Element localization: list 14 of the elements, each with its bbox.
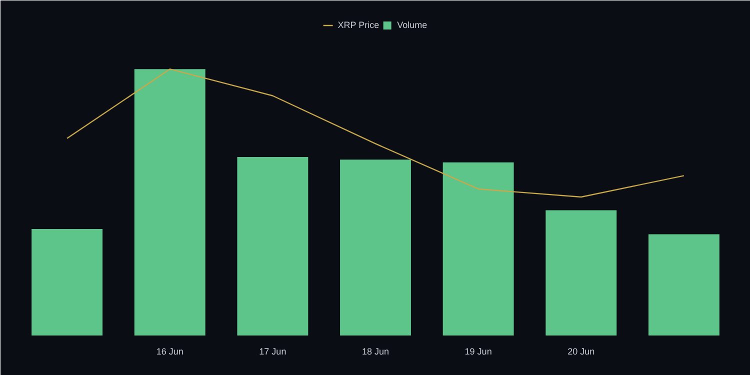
legend-label: Volume xyxy=(397,20,428,30)
x-tick-label: 17 Jun xyxy=(259,346,286,356)
bar xyxy=(648,234,720,336)
bar xyxy=(340,160,411,336)
bar xyxy=(134,69,206,336)
x-tick-label: 18 Jun xyxy=(362,346,390,356)
bar xyxy=(442,162,514,336)
bar xyxy=(32,228,103,336)
x-tick-label: 19 Jun xyxy=(464,346,492,356)
x-tick-label: 16 Jun xyxy=(156,346,184,356)
bar xyxy=(237,157,308,336)
x-tick-label: 20 Jun xyxy=(568,346,595,356)
bar xyxy=(546,210,617,336)
legend-label: XRP Price xyxy=(338,20,380,30)
